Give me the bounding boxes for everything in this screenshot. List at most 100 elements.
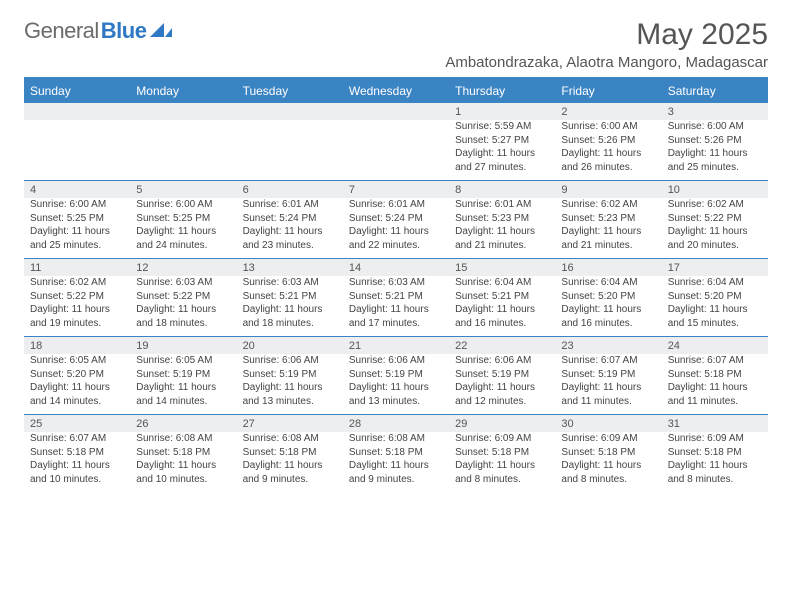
day-number-cell: 4	[24, 181, 130, 198]
day-info-cell: Sunrise: 6:03 AMSunset: 5:22 PMDaylight:…	[130, 276, 236, 337]
day-number-cell: 1	[449, 103, 555, 120]
calendar-body: 123Sunrise: 5:59 AMSunset: 5:27 PMDaylig…	[24, 103, 768, 492]
sunset-text: Sunset: 5:20 PM	[30, 368, 124, 382]
logo: GeneralBlue	[24, 18, 172, 44]
day-info-cell: Sunrise: 6:00 AMSunset: 5:26 PMDaylight:…	[662, 120, 768, 181]
sunset-text: Sunset: 5:19 PM	[243, 368, 337, 382]
sunrise-text: Sunrise: 6:09 AM	[668, 432, 762, 446]
day-number-cell: 25	[24, 415, 130, 432]
day-number-cell: 18	[24, 337, 130, 354]
day-number-cell: 29	[449, 415, 555, 432]
day-number-cell: 3	[662, 103, 768, 120]
day-info-cell: Sunrise: 6:04 AMSunset: 5:20 PMDaylight:…	[555, 276, 661, 337]
sunrise-text: Sunrise: 6:02 AM	[668, 198, 762, 212]
sunset-text: Sunset: 5:21 PM	[243, 290, 337, 304]
day-number-cell: 23	[555, 337, 661, 354]
sunset-text: Sunset: 5:18 PM	[30, 446, 124, 460]
logo-text-gray: General	[24, 18, 99, 44]
weekday-header: Monday	[130, 79, 236, 103]
day-number-cell: 7	[343, 181, 449, 198]
sunset-text: Sunset: 5:20 PM	[561, 290, 655, 304]
sunrise-text: Sunrise: 6:02 AM	[30, 276, 124, 290]
sunset-text: Sunset: 5:18 PM	[561, 446, 655, 460]
weekday-header: Tuesday	[237, 79, 343, 103]
day-number-cell: 12	[130, 259, 236, 276]
weekday-header: Sunday	[24, 79, 130, 103]
day-info-cell: Sunrise: 6:00 AMSunset: 5:26 PMDaylight:…	[555, 120, 661, 181]
day-number-cell: 6	[237, 181, 343, 198]
day-info-cell: Sunrise: 5:59 AMSunset: 5:27 PMDaylight:…	[449, 120, 555, 181]
day-number-cell: 5	[130, 181, 236, 198]
weekday-header: Thursday	[449, 79, 555, 103]
sunset-text: Sunset: 5:25 PM	[136, 212, 230, 226]
sunset-text: Sunset: 5:18 PM	[243, 446, 337, 460]
sunrise-text: Sunrise: 6:00 AM	[668, 120, 762, 134]
daylight-text: Daylight: 11 hours and 8 minutes.	[455, 459, 549, 486]
day-number-cell: 19	[130, 337, 236, 354]
daylight-text: Daylight: 11 hours and 21 minutes.	[561, 225, 655, 252]
daylight-text: Daylight: 11 hours and 22 minutes.	[349, 225, 443, 252]
daylight-text: Daylight: 11 hours and 18 minutes.	[243, 303, 337, 330]
day-info-cell: Sunrise: 6:04 AMSunset: 5:21 PMDaylight:…	[449, 276, 555, 337]
logo-text-blue: Blue	[101, 18, 147, 44]
day-number-cell: 31	[662, 415, 768, 432]
sunrise-text: Sunrise: 6:08 AM	[349, 432, 443, 446]
day-number-cell	[130, 103, 236, 120]
calendar-table: SundayMondayTuesdayWednesdayThursdayFrid…	[24, 79, 768, 492]
daylight-text: Daylight: 11 hours and 27 minutes.	[455, 147, 549, 174]
day-number-cell: 9	[555, 181, 661, 198]
day-number-cell: 16	[555, 259, 661, 276]
day-number-cell: 8	[449, 181, 555, 198]
sunset-text: Sunset: 5:22 PM	[668, 212, 762, 226]
sunset-text: Sunset: 5:18 PM	[349, 446, 443, 460]
day-info-cell	[237, 120, 343, 181]
day-info-cell: Sunrise: 6:08 AMSunset: 5:18 PMDaylight:…	[237, 432, 343, 492]
sunrise-text: Sunrise: 6:01 AM	[243, 198, 337, 212]
sunset-text: Sunset: 5:23 PM	[561, 212, 655, 226]
sunrise-text: Sunrise: 6:00 AM	[136, 198, 230, 212]
sunrise-text: Sunrise: 6:09 AM	[561, 432, 655, 446]
sunset-text: Sunset: 5:22 PM	[136, 290, 230, 304]
sunrise-text: Sunrise: 6:03 AM	[136, 276, 230, 290]
sunset-text: Sunset: 5:26 PM	[668, 134, 762, 148]
sunrise-text: Sunrise: 6:07 AM	[668, 354, 762, 368]
day-info-cell: Sunrise: 6:02 AMSunset: 5:23 PMDaylight:…	[555, 198, 661, 259]
daylight-text: Daylight: 11 hours and 10 minutes.	[30, 459, 124, 486]
sunset-text: Sunset: 5:18 PM	[455, 446, 549, 460]
sunset-text: Sunset: 5:24 PM	[349, 212, 443, 226]
logo-sail-icon	[150, 21, 172, 42]
sunrise-text: Sunrise: 6:01 AM	[349, 198, 443, 212]
weekday-header: Friday	[555, 79, 661, 103]
day-number-cell	[343, 103, 449, 120]
day-info-cell: Sunrise: 6:05 AMSunset: 5:19 PMDaylight:…	[130, 354, 236, 415]
sunrise-text: Sunrise: 6:09 AM	[455, 432, 549, 446]
daylight-text: Daylight: 11 hours and 14 minutes.	[136, 381, 230, 408]
day-number-cell: 14	[343, 259, 449, 276]
day-info-cell: Sunrise: 6:09 AMSunset: 5:18 PMDaylight:…	[662, 432, 768, 492]
day-info-cell: Sunrise: 6:01 AMSunset: 5:24 PMDaylight:…	[237, 198, 343, 259]
sunrise-text: Sunrise: 6:03 AM	[349, 276, 443, 290]
daylight-text: Daylight: 11 hours and 15 minutes.	[668, 303, 762, 330]
day-info-cell: Sunrise: 6:04 AMSunset: 5:20 PMDaylight:…	[662, 276, 768, 337]
sunrise-text: Sunrise: 6:08 AM	[136, 432, 230, 446]
weekday-header: Saturday	[662, 79, 768, 103]
sunset-text: Sunset: 5:23 PM	[455, 212, 549, 226]
daylight-text: Daylight: 11 hours and 11 minutes.	[668, 381, 762, 408]
day-info-cell: Sunrise: 6:00 AMSunset: 5:25 PMDaylight:…	[24, 198, 130, 259]
daylight-text: Daylight: 11 hours and 23 minutes.	[243, 225, 337, 252]
daylight-text: Daylight: 11 hours and 25 minutes.	[668, 147, 762, 174]
daylight-text: Daylight: 11 hours and 13 minutes.	[243, 381, 337, 408]
header: GeneralBlue May 2025 Ambatondrazaka, Ala…	[24, 18, 768, 71]
day-number-cell: 10	[662, 181, 768, 198]
day-info-cell	[130, 120, 236, 181]
day-number-cell: 24	[662, 337, 768, 354]
day-info-cell: Sunrise: 6:02 AMSunset: 5:22 PMDaylight:…	[662, 198, 768, 259]
day-number-cell: 26	[130, 415, 236, 432]
daylight-text: Daylight: 11 hours and 24 minutes.	[136, 225, 230, 252]
day-info-cell: Sunrise: 6:08 AMSunset: 5:18 PMDaylight:…	[130, 432, 236, 492]
day-info-cell: Sunrise: 6:09 AMSunset: 5:18 PMDaylight:…	[449, 432, 555, 492]
sunset-text: Sunset: 5:20 PM	[668, 290, 762, 304]
sunrise-text: Sunrise: 6:05 AM	[136, 354, 230, 368]
calendar-head: SundayMondayTuesdayWednesdayThursdayFrid…	[24, 79, 768, 103]
daylight-text: Daylight: 11 hours and 21 minutes.	[455, 225, 549, 252]
